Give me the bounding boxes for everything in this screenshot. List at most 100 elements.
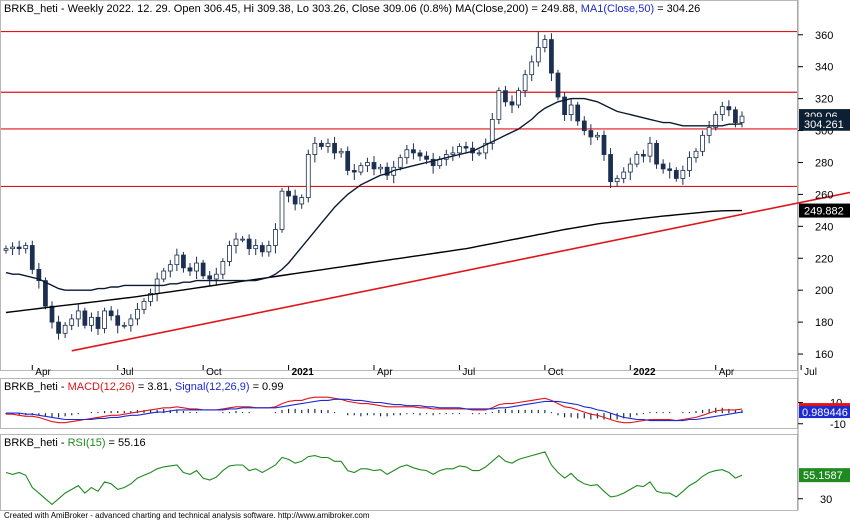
candle-down [332,142,337,154]
candle-down [581,120,587,131]
rsi-y-tick-label: 30 [820,494,832,506]
candle-up [483,142,489,154]
candle-up [89,316,94,326]
macd-header: BRKB_heti - MACD(12,26) = 3.81, Signal(1… [4,381,283,393]
candle-down [115,315,121,326]
price-plot [1,30,850,352]
candle-up [305,154,311,198]
signal-label: Signal(12,26,9) [175,381,250,393]
candle-up [719,106,725,115]
x-tick-label: Jul [121,367,134,378]
candle-up [693,150,699,159]
price-panel-frame [0,0,798,371]
rsi-badge-label: 55.1587 [803,470,843,482]
candle-up [489,118,495,144]
candle-down [733,109,738,123]
ma1-label: MA1(Close,50) [581,3,654,15]
rsi-label: RSI(15) [68,437,106,449]
y-tick-label: 360 [815,30,833,42]
candle-down [667,168,673,171]
candle-up [220,261,226,275]
candle-up [522,74,528,92]
candle-down [417,152,423,157]
candle-up [227,245,232,262]
candle-down [345,150,351,171]
candle-down [575,104,581,122]
y-tick-label: 220 [815,253,833,265]
price-badge-label: 249.882 [804,206,844,218]
trendline [71,191,850,352]
macd-y-tick-label: -10 [830,419,846,431]
candle-down [29,245,35,270]
macd-label: MACD(12,26) [68,381,135,393]
price-badge-label: 304.261 [804,119,844,131]
y-tick-label: 240 [815,221,833,233]
candle-down [549,39,554,74]
candle-down [56,321,61,334]
candle-up [568,104,574,115]
candle-up [174,254,180,266]
candle-up [233,238,239,246]
candle-down [503,90,508,103]
candle-up [3,248,9,251]
candle-up [634,154,640,165]
candle-up [273,229,278,246]
signal-value: = 0.99 [250,381,284,393]
candle-down [43,280,48,307]
y-tick-label: 160 [815,349,833,361]
rsi-badge [799,468,850,483]
ma200-line [5,209,742,314]
price-badge [799,203,850,218]
candle-up [404,149,410,159]
candle-down [16,246,22,250]
y-tick-label: 260 [815,189,833,201]
candle-down [673,170,679,179]
price-header-text: - Weekly 2022. 12. 29. Open 306.45, Hi 3… [58,3,581,15]
candle-up [614,178,620,183]
candle-down [463,146,469,149]
candle-up [595,134,600,138]
candle-up [299,197,305,205]
y-tick-label: 280 [815,157,833,169]
candle-down [95,316,101,329]
candle-down [726,106,732,111]
candle-down [108,310,114,317]
candle-up [240,238,245,241]
candle-up [213,273,219,280]
candle-down [411,149,416,154]
macd-plot: 10-103.812260.989446 [5,396,850,431]
candle-up [700,134,705,152]
signal-line [6,398,743,422]
candle-up [739,115,745,123]
x-axis: AprJulOct2021AprJulOct2022AprJulOct [31,365,817,378]
candle-up [338,150,344,154]
candle-down [36,269,42,282]
candle-down [562,96,567,115]
candle-up [378,166,383,170]
x-tick-label: 2022 [633,367,656,378]
candle-up [621,171,627,179]
candle-up [647,142,653,157]
macd-line [6,396,743,424]
price-header-symbol: BRKB_heti [4,3,58,15]
candle-up [476,152,482,155]
candle-up [266,245,272,253]
candle-down [555,72,561,98]
y-tick-label: 320 [815,94,833,106]
x-tick-label: Jul [462,367,475,378]
candle-down [246,238,252,250]
candle-up [627,163,633,173]
x-tick-label: Jul [804,367,817,378]
candle-up [75,310,81,320]
candle-up [194,262,199,272]
rsi-header-symbol: BRKB_heti [4,437,58,449]
y-tick-label: 180 [815,317,833,329]
candle-up [62,324,68,334]
candle-down [259,245,265,253]
candle-up [148,292,153,302]
candle-down [292,195,298,205]
candle-up [279,190,285,230]
candle-down [187,267,193,272]
candle-up [457,146,462,154]
